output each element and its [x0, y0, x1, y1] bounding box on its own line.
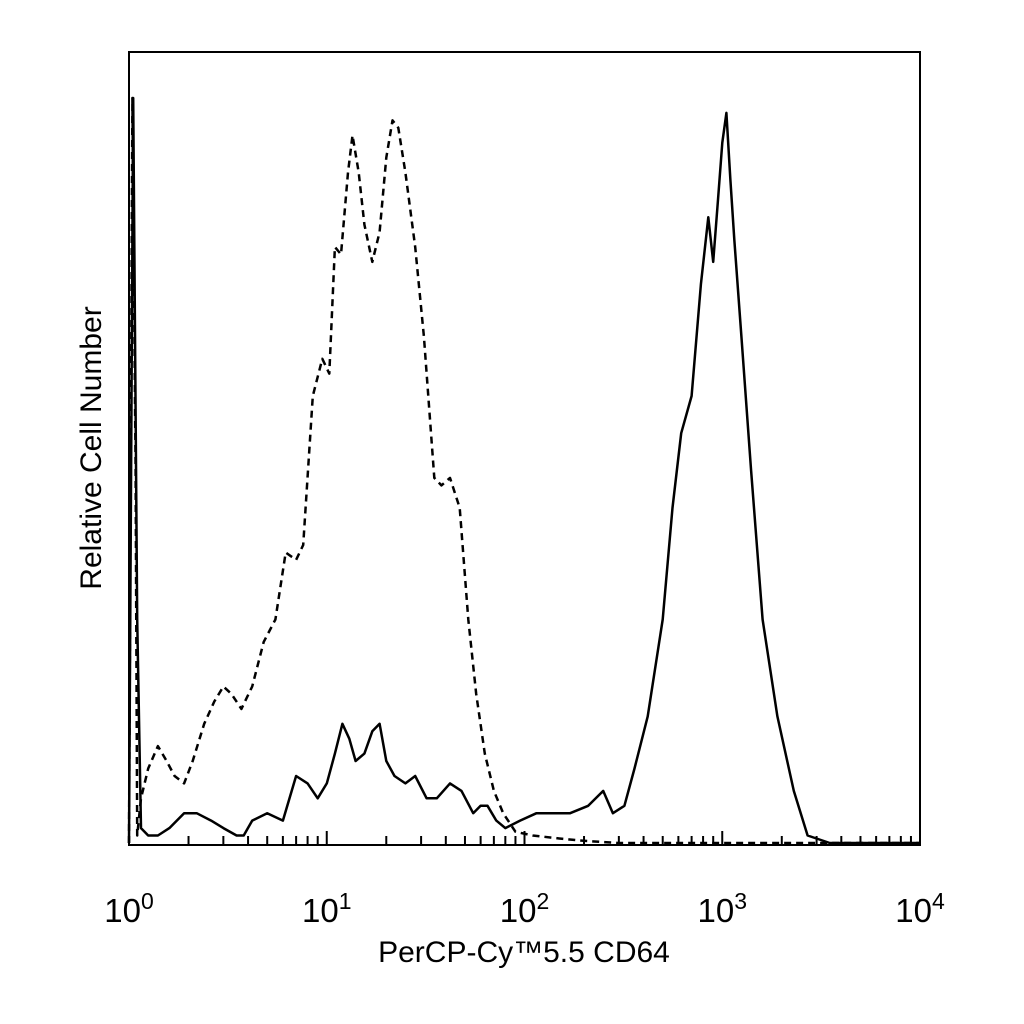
x-tick-label: 101 [302, 888, 352, 929]
x-axis-label: PerCP-Cy™5.5 CD64 [378, 936, 670, 969]
y-axis-label: Relative Cell Number [75, 306, 108, 589]
x-axis-tick-labels: 100 101 102 103 104 [104, 888, 945, 929]
x-tick-label: 102 [500, 888, 550, 929]
x-axis-ticks [128, 831, 921, 845]
x-tick-label: 100 [104, 888, 154, 929]
x-tick-label: 104 [895, 888, 945, 929]
plot-frame [128, 51, 921, 846]
x-tick-label: 103 [697, 888, 747, 929]
series-line-solid [127, 96, 920, 845]
series-line-dashed [127, 96, 920, 845]
series-layer [127, 96, 920, 845]
